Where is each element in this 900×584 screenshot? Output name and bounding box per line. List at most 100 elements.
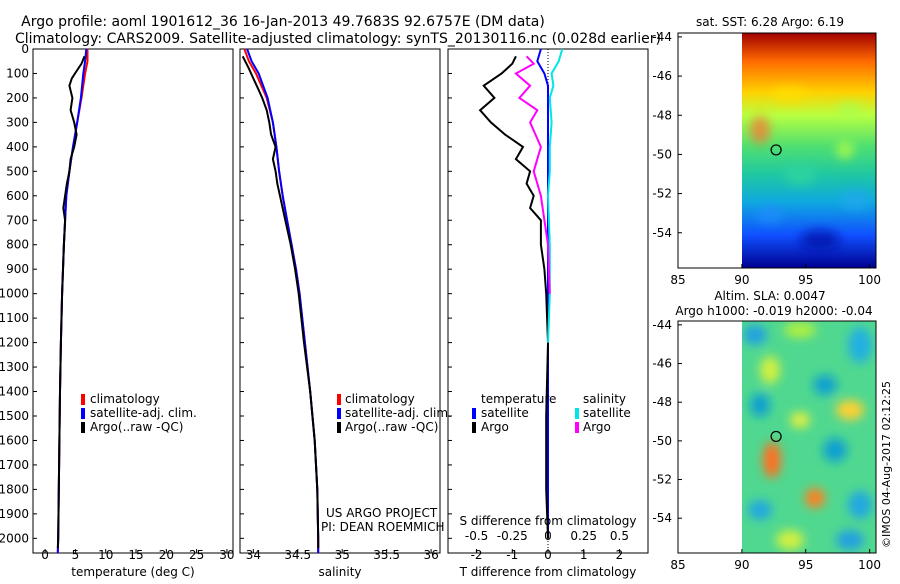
depth-tick-label: 1000 [0,287,29,301]
x-tick-label: 0 [41,548,49,562]
sst-map-panel: sat. SST: 6.28 Argo: 6.19 85 90 95 100 -44 -4… [652,15,881,287]
depth-tick-label: 300 [6,115,29,129]
lat-tick-label: -52 [652,187,672,201]
x-tick-label: 30 [219,548,234,562]
lat-tick-label: -46 [652,69,672,83]
x-tick-label: 2 [616,548,624,562]
legend-swatch-t-argo [472,422,476,433]
lon-tick-label: 85 [670,273,685,287]
legend-swatch-satellite-adj [81,408,85,419]
difference-series [478,48,564,539]
series-line-satellite [546,48,564,343]
lat-tick-label: -44 [652,318,672,332]
depth-tick-label: 2000 [0,531,29,545]
legend-label-s-argo: Argo [583,420,611,434]
temperature-legend: climatology satellite-adj. clim. Argo(..… [81,392,197,434]
depth-tick-label: 500 [6,164,29,178]
t-difference-axis-label: T difference from climatology [459,565,637,579]
legend-header-temperature: temperature [481,392,556,406]
lon-tick-label: 85 [670,558,685,572]
x-tick-label: 25 [189,548,204,562]
x-tick-label: 34 [246,548,261,562]
x-tick-label: -1 [506,548,518,562]
x-tick-label: 34.5 [284,548,311,562]
lon-tick-label: 95 [798,273,813,287]
depth-tick-label: 700 [6,213,29,227]
sla-map-ticks: 85 90 95 100 -44 -46 -48 -50 -52 -54 [652,318,881,572]
salinity-axis-label: salinity [318,565,361,579]
legend-label-climatology: climatology [90,392,160,406]
series-line-argo [514,55,551,294]
depth-tick-label: 1500 [0,409,29,423]
s-tick-label: 0.25 [570,529,597,543]
legend-label-climatology: climatology [345,392,415,406]
series-line-argo-raw-qc- [241,55,320,549]
salinity-axis-ticks: 34 34.5 35 35.5 36 [246,548,439,562]
legend-label-satellite-adj: satellite-adj. clim. [90,406,197,420]
lon-tick-label: 100 [858,273,881,287]
imos-timestamp: ©IMOS 04-Aug-2017 02:12:25 [880,381,893,548]
legend-label-t-satellite: satellite [481,406,529,420]
legend-label-satellite-adj: satellite-adj. clim. [345,406,452,420]
salinity-panel: 34 34.5 35 35.5 36 salinity climatology sate… [239,48,452,579]
depth-tick-label: 200 [6,91,29,105]
series-line-argo-raw-qc- [56,55,86,549]
depth-tick-label: 1800 [0,482,29,496]
legend-label-argo: Argo(..raw -QC) [90,420,183,434]
depth-tick-label: 1100 [0,311,29,325]
difference-legend: temperature salinity satellite Argo sate… [472,392,631,434]
temperature-panel: 0100200300400500600700800900100011001200… [0,42,452,579]
x-tick-label: 35 [335,548,350,562]
salinity-series [241,48,320,553]
sst-heatmap-field [742,33,876,268]
header-title-line2: Climatology: CARS2009. Satellite-adjuste… [15,31,661,47]
depth-tick-label: 1400 [0,385,29,399]
legend-header-salinity: salinity [583,392,626,406]
legend-swatch-argo [81,422,85,433]
legend-swatch-s-satellite [575,408,579,419]
sla-map-subtitle: Argo h1000: -0.019 h2000: -0.04 [675,304,872,318]
legend-swatch-s-argo [575,422,579,433]
series-line-satellite-adj-clim- [246,48,320,553]
sst-map-frame [677,32,877,269]
depth-tick-label: 800 [6,238,29,252]
lat-tick-label: -48 [652,395,672,409]
depth-tick-label: 400 [6,140,29,154]
x-tick-label: 20 [159,548,174,562]
depth-tick-label: 1600 [0,433,29,447]
sla-map-title: Altim. SLA: 0.0047 [714,289,825,303]
argo-position-marker [770,144,782,156]
temperature-axis-label: temperature (deg C) [71,565,194,579]
x-tick-label: 15 [128,548,143,562]
x-tick-label: 35.5 [373,548,400,562]
lat-tick-label: -44 [652,30,672,44]
legend-label-t-argo: Argo [481,420,509,434]
depth-tick-label: 600 [6,189,29,203]
x-tick-label: 1 [580,548,588,562]
depth-tick-label: 900 [6,262,29,276]
lat-tick-label: -46 [652,357,672,371]
depth-tick-label: 0 [21,42,29,56]
legend-swatch-climatology [81,394,85,405]
x-tick-label: 0 [544,548,552,562]
s-tick-label: 0.5 [610,529,629,543]
lat-tick-label: -54 [652,226,672,240]
salinity-axes-frame [239,48,441,554]
legend-label-argo: Argo(..raw -QC) [345,420,438,434]
depth-tick-label: 1200 [0,336,29,350]
x-tick-label: 5 [72,548,80,562]
lat-tick-label: -50 [652,147,672,161]
project-annotation-line1: US ARGO PROJECT [326,506,438,520]
lon-tick-label: 100 [858,558,881,572]
temperature-axis-ticks: 0 5 10 15 20 25 30 [41,548,234,562]
depth-tick-label: 100 [6,66,29,80]
header-title-line1: Argo profile: aoml 1901612_36 16-Jan-201… [21,14,545,30]
lat-tick-label: -54 [652,511,672,525]
s-difference-axis-label: S difference from climatology [460,514,637,528]
temperature-series [56,48,89,554]
sla-map-panel: Altim. SLA: 0.0047 Argo h1000: -0.019 h2… [652,289,881,572]
legend-label-s-satellite: satellite [583,406,631,420]
lat-tick-label: -52 [652,473,672,487]
depth-axis-ticks: 0 100 200 300 400 500 600 700 800 900 1000 1100 1200… [0,42,452,545]
